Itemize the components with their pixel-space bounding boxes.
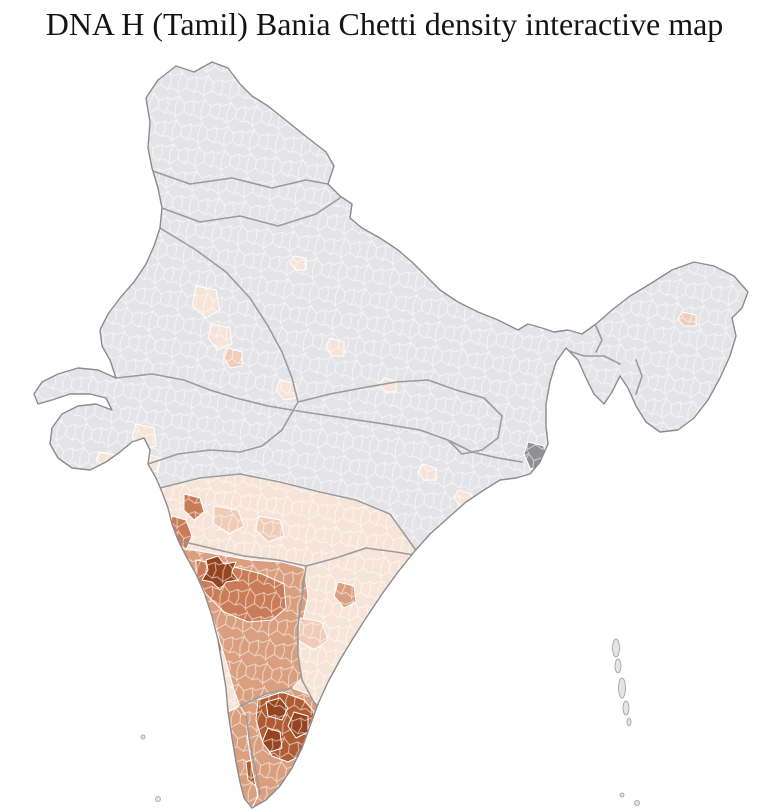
state-boundaries [115, 169, 643, 795]
island[interactable] [634, 800, 640, 806]
island[interactable] [140, 734, 146, 740]
island[interactable] [155, 796, 161, 802]
district-boundaries-overlay [34, 62, 748, 808]
page-title: DNA H (Tamil) Bania Chetti density inter… [45, 6, 724, 42]
island[interactable] [622, 700, 630, 716]
island[interactable] [618, 677, 626, 699]
island[interactable] [626, 717, 632, 727]
island[interactable] [612, 638, 620, 658]
lakshadweep-islands[interactable] [140, 734, 161, 802]
island[interactable] [619, 792, 625, 798]
andaman-islands[interactable] [612, 638, 640, 806]
island[interactable] [614, 658, 622, 674]
